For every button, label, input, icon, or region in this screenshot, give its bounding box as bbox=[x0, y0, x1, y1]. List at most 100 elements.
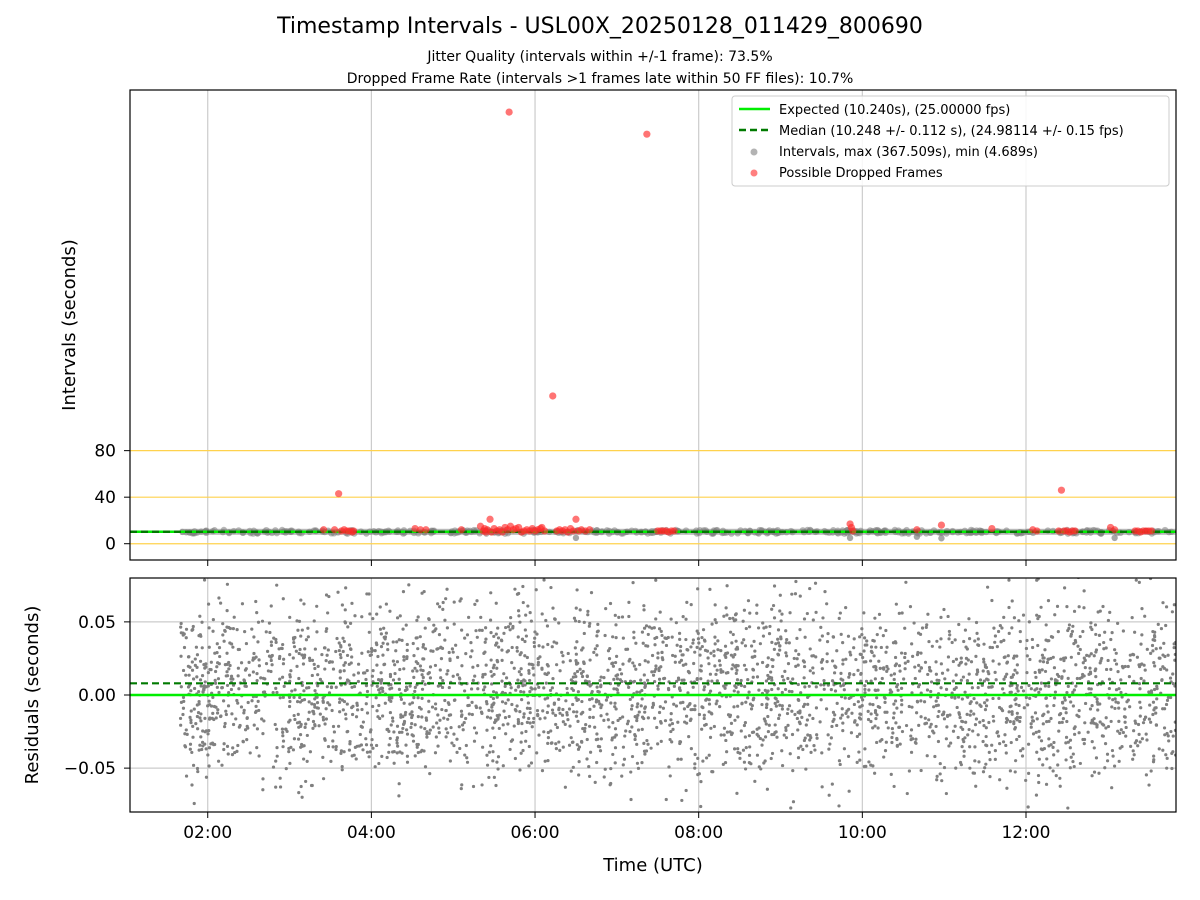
residual-point bbox=[343, 608, 347, 612]
residual-point bbox=[379, 681, 383, 685]
residual-point bbox=[776, 641, 781, 645]
residual-point bbox=[895, 737, 899, 742]
residual-point bbox=[264, 662, 269, 666]
residual-point bbox=[981, 770, 986, 774]
residual-point bbox=[1008, 704, 1012, 709]
residual-point bbox=[635, 716, 639, 720]
residual-point bbox=[434, 707, 438, 711]
residual-point bbox=[1109, 667, 1113, 671]
residual-point bbox=[802, 676, 806, 680]
residual-point bbox=[1015, 737, 1019, 742]
residual-point bbox=[280, 646, 284, 651]
residual-point bbox=[415, 745, 419, 749]
residual-point bbox=[1097, 771, 1101, 775]
residual-point bbox=[732, 689, 736, 693]
residual-point bbox=[862, 649, 866, 653]
residual-point bbox=[508, 628, 512, 632]
residual-point bbox=[190, 569, 193, 572]
residual-point bbox=[784, 629, 788, 633]
residual-point bbox=[621, 662, 625, 666]
residual-point bbox=[940, 779, 944, 783]
residual-point bbox=[919, 666, 923, 670]
residual-point bbox=[777, 716, 781, 721]
residual-point bbox=[571, 688, 576, 692]
residual-point bbox=[560, 713, 565, 717]
residual-point bbox=[667, 765, 671, 769]
residual-point bbox=[723, 644, 728, 648]
residual-point bbox=[368, 750, 372, 754]
residual-point bbox=[231, 746, 235, 750]
residual-point bbox=[792, 656, 796, 661]
residual-point bbox=[984, 726, 988, 730]
residual-point bbox=[304, 722, 308, 726]
residual-point bbox=[967, 637, 972, 641]
residual-point bbox=[636, 728, 641, 732]
residual-point bbox=[227, 667, 231, 671]
residual-point bbox=[299, 784, 303, 789]
residual-point bbox=[743, 644, 748, 648]
residual-point bbox=[474, 704, 478, 708]
residual-point bbox=[303, 647, 307, 651]
residual-point bbox=[200, 740, 205, 744]
residual-point bbox=[416, 615, 420, 619]
residual-point bbox=[992, 719, 996, 723]
residual-point bbox=[388, 736, 392, 741]
residual-point bbox=[191, 724, 195, 728]
residual-point bbox=[671, 653, 675, 658]
residual-point bbox=[446, 717, 450, 721]
residual-point bbox=[714, 702, 718, 706]
residual-point bbox=[912, 621, 916, 625]
residual-point bbox=[445, 587, 449, 591]
residual-point bbox=[793, 592, 798, 596]
residual-point bbox=[863, 747, 867, 751]
residual-point bbox=[225, 609, 229, 613]
residual-point bbox=[526, 604, 530, 608]
residual-point bbox=[1036, 773, 1041, 778]
residual-point bbox=[642, 716, 646, 721]
residual-point bbox=[1051, 655, 1055, 659]
residual-point bbox=[975, 672, 979, 676]
residual-point bbox=[633, 737, 637, 742]
residual-point bbox=[616, 691, 620, 695]
residual-point bbox=[221, 622, 225, 626]
residual-point bbox=[751, 730, 756, 734]
residual-point bbox=[573, 672, 577, 676]
legend-median-label: Median (10.248 +/- 0.112 s), (24.98114 +… bbox=[779, 124, 1124, 139]
residual-point bbox=[487, 750, 492, 754]
residual-point bbox=[402, 658, 406, 662]
residual-point bbox=[939, 662, 943, 666]
dropped-frame-point bbox=[335, 490, 343, 498]
residual-point bbox=[959, 763, 963, 767]
residuals-y-tick-label: −0.05 bbox=[64, 759, 116, 779]
residual-point bbox=[443, 618, 447, 622]
residual-point bbox=[328, 556, 331, 559]
dropped-frame-point bbox=[913, 526, 921, 534]
residual-point bbox=[365, 668, 369, 673]
residual-point bbox=[472, 726, 477, 730]
residual-point bbox=[395, 640, 399, 644]
residual-point bbox=[347, 643, 352, 647]
residual-point bbox=[465, 756, 469, 760]
residual-point bbox=[515, 592, 520, 596]
residual-point bbox=[309, 783, 314, 788]
residual-point bbox=[1166, 695, 1170, 700]
residual-point bbox=[663, 700, 668, 704]
residual-point bbox=[794, 579, 798, 584]
residual-point bbox=[569, 736, 573, 740]
residual-point bbox=[436, 647, 440, 651]
residual-point bbox=[631, 680, 635, 684]
residual-point bbox=[506, 722, 510, 726]
residual-point bbox=[534, 588, 538, 592]
x-tick-label: 10:00 bbox=[838, 823, 887, 843]
residual-point bbox=[1069, 655, 1073, 659]
residual-point bbox=[724, 606, 728, 610]
residual-point bbox=[774, 730, 778, 734]
residual-point bbox=[861, 655, 865, 660]
residual-point bbox=[756, 626, 761, 630]
residual-point bbox=[604, 698, 609, 702]
residual-point bbox=[571, 675, 576, 679]
residual-point bbox=[847, 696, 851, 701]
residual-point bbox=[1092, 654, 1096, 658]
residual-point bbox=[736, 715, 740, 719]
residual-point bbox=[891, 716, 896, 720]
